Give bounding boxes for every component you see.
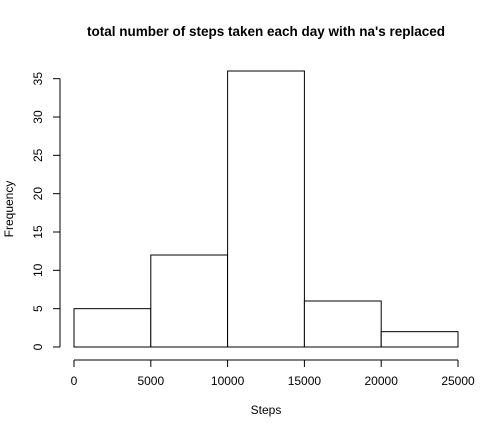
histogram-bar-3 bbox=[303, 300, 382, 348]
x-tick-label-4: 20000 bbox=[365, 374, 399, 388]
y-tick-label-6: 30 bbox=[31, 110, 45, 124]
histogram-bar-0 bbox=[73, 308, 152, 348]
x-tick-label-0: 0 bbox=[71, 374, 78, 388]
y-tick-label-3: 15 bbox=[31, 225, 45, 239]
histogram-bar-1 bbox=[150, 254, 229, 348]
chart-title: total number of steps taken each day wit… bbox=[87, 24, 445, 39]
y-tick-label-7: 35 bbox=[31, 72, 45, 86]
y-tick-label-4: 20 bbox=[31, 187, 45, 201]
x-tick-label-5: 25000 bbox=[441, 374, 475, 388]
bars-group bbox=[73, 70, 459, 348]
x-axis-label: Steps bbox=[251, 403, 282, 417]
histogram-bar-4 bbox=[380, 331, 459, 348]
y-tick-label-2: 10 bbox=[31, 263, 45, 277]
y-tick-label-1: 5 bbox=[31, 305, 45, 312]
y-tick-label-5: 25 bbox=[31, 148, 45, 162]
histogram-bar-2 bbox=[227, 70, 305, 348]
y-tick-label-0: 0 bbox=[31, 343, 45, 350]
x-tick-label-3: 15000 bbox=[288, 374, 322, 388]
x-tick-label-1: 5000 bbox=[137, 374, 164, 388]
x-tick-label-2: 10000 bbox=[211, 374, 245, 388]
y-axis: 0 5 10 15 20 25 30 35 bbox=[31, 72, 61, 350]
x-axis: 0 5000 10000 15000 20000 25000 bbox=[71, 359, 475, 388]
y-axis-label: Frequency bbox=[2, 181, 16, 238]
